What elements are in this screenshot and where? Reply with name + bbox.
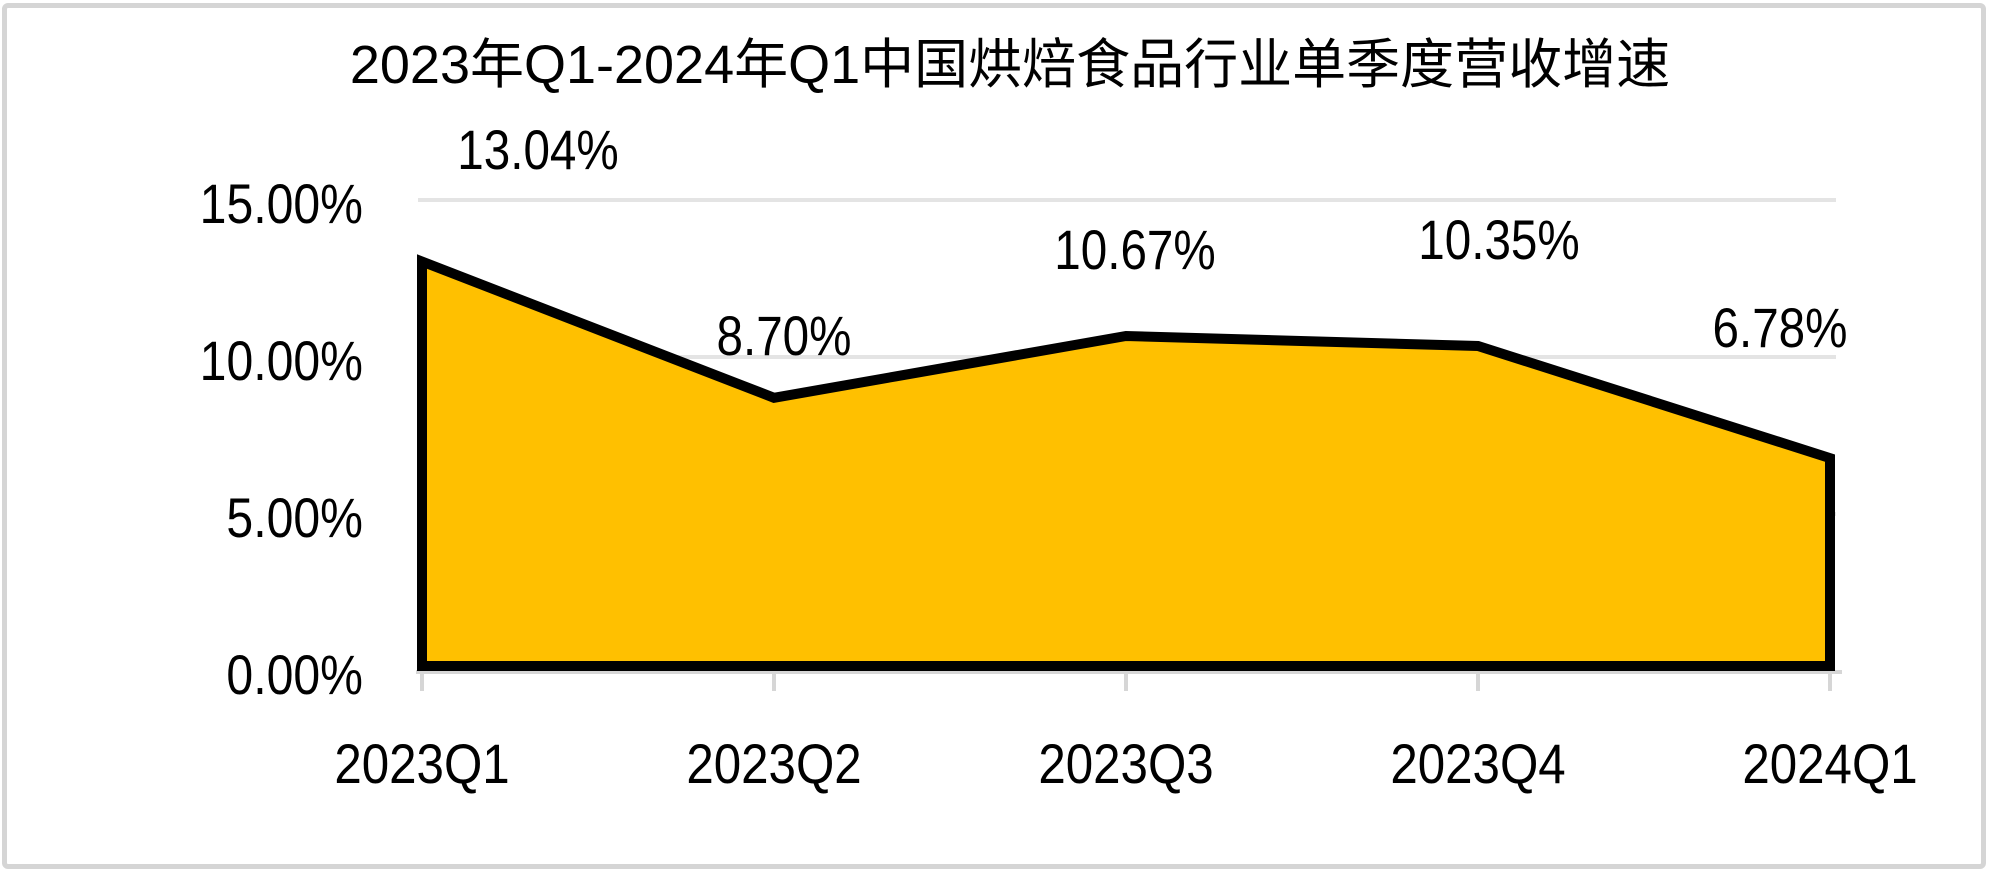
x-axis-tick-label: 2023Q4: [1390, 732, 1566, 795]
data-label: 6.78%: [1712, 296, 1848, 359]
y-axis-tick-label: 0.00%: [226, 643, 363, 706]
data-label: 10.35%: [1418, 208, 1580, 271]
x-axis-tick-label: 2023Q3: [1038, 732, 1214, 795]
data-label: 13.04%: [457, 118, 619, 181]
data-label: 8.70%: [716, 304, 852, 367]
x-axis-tick-label: 2023Q1: [334, 732, 510, 795]
y-axis-tick-label: 5.00%: [226, 486, 363, 549]
x-axis-tick-label: 2024Q1: [1742, 732, 1918, 795]
y-axis-tick-label: 15.00%: [199, 172, 363, 235]
area-series: [417, 254, 1835, 671]
y-axis-tick-label: 10.00%: [199, 329, 363, 392]
x-axis-tick-label: 2023Q2: [686, 732, 862, 795]
chart-title: 2023年Q1-2024年Q1中国烘焙食品行业单季度营收增速: [349, 35, 1671, 95]
data-label: 10.67%: [1054, 218, 1216, 281]
